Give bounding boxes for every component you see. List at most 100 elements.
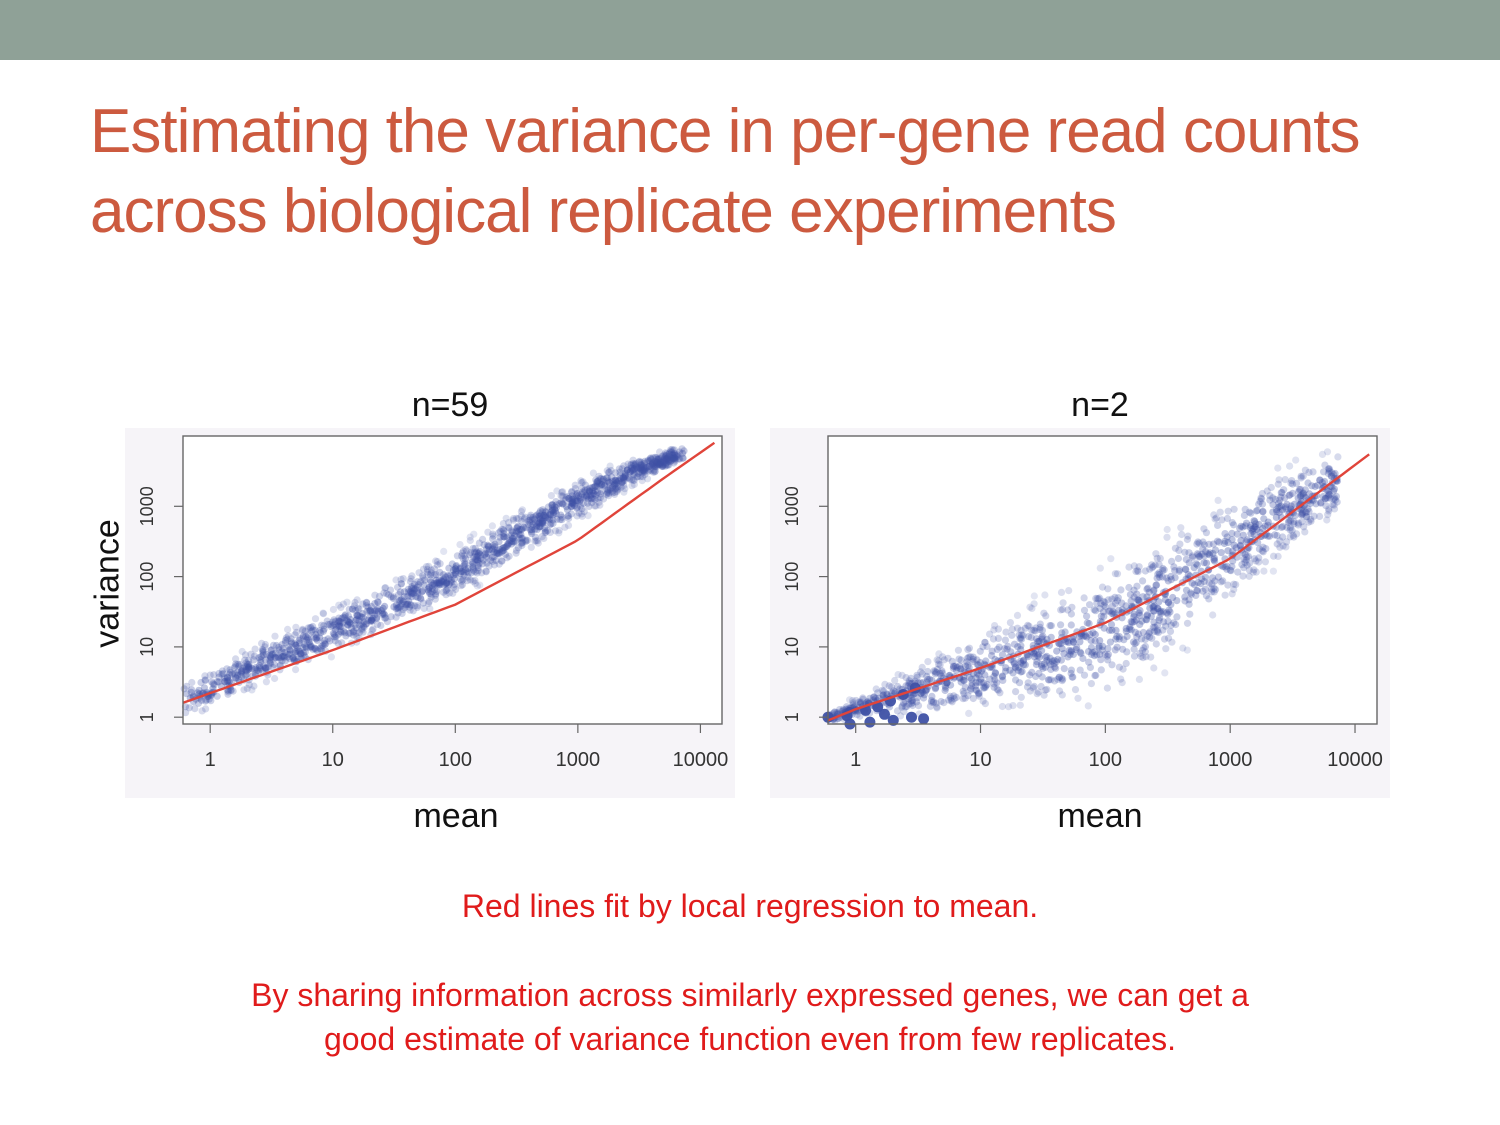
data-point bbox=[672, 452, 680, 460]
data-point bbox=[1299, 472, 1307, 480]
data-point bbox=[510, 532, 519, 540]
data-point bbox=[1111, 599, 1120, 607]
data-point bbox=[385, 591, 393, 599]
data-point bbox=[990, 680, 998, 688]
data-point bbox=[675, 455, 683, 463]
data-point bbox=[1030, 626, 1038, 634]
data-point bbox=[1330, 470, 1338, 479]
data-point bbox=[508, 534, 516, 542]
data-point bbox=[359, 622, 367, 630]
data-point bbox=[424, 599, 433, 607]
data-point bbox=[1217, 549, 1225, 557]
data-point bbox=[1211, 515, 1219, 523]
data-point bbox=[660, 451, 668, 459]
data-point bbox=[1074, 694, 1082, 702]
data-point bbox=[1059, 599, 1067, 607]
data-point bbox=[645, 462, 654, 470]
y-tick-label: 1000 bbox=[137, 486, 157, 526]
data-point bbox=[649, 460, 657, 468]
data-point bbox=[457, 567, 465, 575]
data-point bbox=[509, 537, 517, 545]
data-point bbox=[245, 662, 253, 670]
data-point bbox=[531, 515, 539, 523]
data-point bbox=[435, 581, 443, 589]
data-point bbox=[407, 601, 415, 609]
data-point bbox=[628, 482, 636, 490]
data-point bbox=[433, 558, 442, 566]
data-point bbox=[1294, 494, 1302, 502]
data-point bbox=[1155, 598, 1163, 606]
data-point bbox=[1024, 621, 1032, 629]
data-point bbox=[1237, 522, 1245, 530]
data-point bbox=[1039, 664, 1047, 672]
data-point bbox=[519, 539, 527, 547]
data-point bbox=[1246, 524, 1254, 532]
data-point bbox=[624, 474, 632, 482]
data-point bbox=[1099, 642, 1107, 650]
x-tick-label: 10000 bbox=[673, 749, 729, 771]
data-point bbox=[1159, 608, 1168, 616]
data-point bbox=[1024, 651, 1032, 659]
data-point bbox=[1100, 624, 1108, 632]
data-point bbox=[565, 514, 573, 523]
data-point bbox=[671, 456, 679, 464]
data-point bbox=[907, 700, 915, 708]
data-point bbox=[267, 654, 275, 662]
data-point bbox=[547, 492, 555, 500]
y-tick-label: 1 bbox=[782, 712, 802, 722]
data-point bbox=[1017, 668, 1025, 676]
data-point bbox=[621, 472, 629, 480]
data-point bbox=[457, 582, 465, 590]
data-point bbox=[548, 501, 557, 509]
data-point bbox=[292, 666, 300, 674]
data-point bbox=[317, 642, 325, 650]
data-point bbox=[888, 689, 896, 697]
data-point bbox=[652, 462, 660, 470]
data-point bbox=[488, 546, 496, 554]
data-point bbox=[909, 696, 917, 705]
data-point bbox=[1146, 604, 1154, 612]
data-point bbox=[968, 682, 976, 690]
data-point bbox=[408, 593, 416, 601]
data-point bbox=[1274, 503, 1282, 512]
data-point bbox=[981, 684, 989, 692]
data-point bbox=[444, 572, 452, 580]
data-point bbox=[299, 632, 307, 640]
data-point bbox=[284, 632, 292, 640]
data-point bbox=[348, 624, 356, 632]
data-point bbox=[671, 454, 679, 463]
data-point bbox=[1321, 477, 1329, 486]
data-point bbox=[975, 671, 983, 679]
data-point bbox=[1091, 648, 1099, 656]
data-point bbox=[1326, 494, 1334, 502]
data-point bbox=[198, 696, 206, 704]
data-point bbox=[381, 584, 390, 592]
data-point bbox=[416, 578, 425, 586]
data-point bbox=[459, 575, 467, 584]
data-point bbox=[947, 681, 955, 689]
data-point bbox=[559, 492, 567, 500]
data-point bbox=[1311, 482, 1319, 491]
data-point bbox=[482, 567, 490, 575]
data-point bbox=[296, 635, 304, 643]
data-point bbox=[303, 634, 312, 642]
data-point bbox=[303, 636, 311, 644]
data-point bbox=[595, 498, 603, 506]
data-point bbox=[941, 682, 949, 690]
data-point bbox=[664, 457, 673, 465]
data-point bbox=[1032, 624, 1040, 632]
x-tick-label: 100 bbox=[439, 749, 472, 771]
data-point bbox=[898, 703, 906, 711]
data-point bbox=[885, 682, 893, 690]
data-point bbox=[506, 537, 514, 545]
data-point bbox=[505, 519, 513, 527]
data-point bbox=[1243, 553, 1251, 561]
data-point bbox=[611, 469, 619, 477]
data-point bbox=[509, 534, 517, 542]
data-point bbox=[326, 637, 334, 645]
data-point bbox=[1250, 566, 1258, 574]
data-point bbox=[253, 666, 261, 674]
data-point bbox=[396, 596, 404, 604]
data-point bbox=[473, 582, 481, 590]
data-point bbox=[251, 645, 259, 653]
